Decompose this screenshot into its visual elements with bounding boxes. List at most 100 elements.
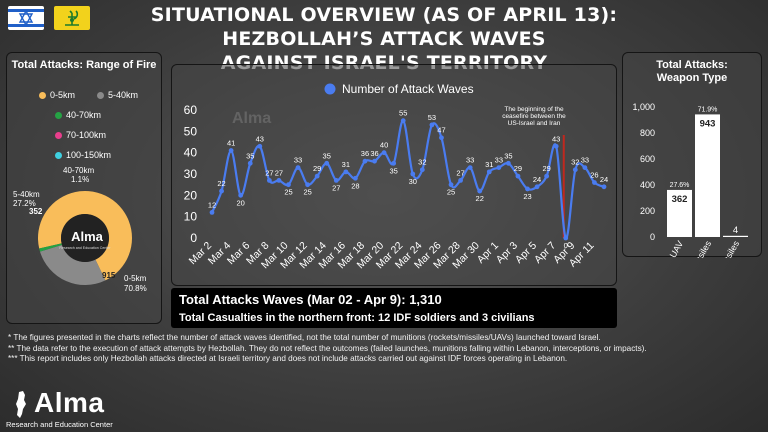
range-of-fire-panel: Total Attacks: Range of Fire 0-5km 5-40k… (6, 52, 162, 324)
y-tick-label: 60 (184, 103, 198, 117)
data-point (266, 178, 272, 183)
y-tick-label: 20 (184, 188, 198, 202)
data-point (534, 184, 540, 190)
legend-label: 40-70km (66, 110, 102, 120)
bar-category-label: UAV (668, 239, 686, 258)
data-point (601, 184, 607, 190)
data-point (563, 235, 569, 241)
data-point (448, 182, 454, 188)
bar-y-tick-label: 600 (640, 154, 655, 164)
data-label: 0 (564, 241, 568, 250)
data-label: 28 (351, 181, 359, 190)
data-label: 22 (217, 179, 225, 188)
slice-label-40-70km: 40-70km (63, 166, 94, 175)
data-point (458, 178, 463, 183)
chart-watermark: Alma (232, 110, 271, 127)
data-point (314, 173, 320, 179)
range-panel-title: Total Attacks: Range of Fire (11, 59, 157, 71)
data-label: 23 (523, 192, 531, 201)
data-point (544, 173, 550, 179)
y-tick-label: 50 (184, 124, 198, 138)
donut-center-sub: Research and Education Center (59, 246, 111, 250)
footnote-2: ** The data refer to the execution of at… (8, 343, 647, 353)
bar-y-tick-label: 800 (640, 128, 655, 138)
bar-percent-label: 27.6% (670, 182, 690, 189)
data-label: 25 (303, 188, 311, 197)
data-label: 35 (389, 166, 397, 175)
donut-center-logo: Alma (71, 229, 104, 244)
weapon-title-line-1: Total Attacks: (656, 59, 728, 71)
data-point (353, 175, 358, 181)
data-point (391, 160, 397, 166)
attack-waves-line-chart: Number of Attack Waves Alma 0 10 20 30 40 50 6… (184, 82, 609, 271)
legend-item-0-5km: 0-5km (39, 90, 75, 100)
data-label: 31 (342, 160, 350, 169)
data-label: 43 (256, 134, 264, 143)
data-point (486, 169, 492, 175)
data-label: 43 (552, 134, 560, 143)
data-point (247, 160, 253, 166)
donut-slice-40-70km (39, 243, 63, 252)
data-point (496, 165, 502, 170)
alma-logo-sub: Research and Education Center (6, 420, 113, 429)
legend-label: 0-5km (50, 90, 76, 100)
data-label: 36 (361, 149, 369, 158)
hezbollah-emblem-icon (65, 10, 79, 26)
data-label: 30 (409, 177, 417, 186)
data-label: 32 (418, 158, 426, 167)
legend-dot-icon (55, 151, 62, 159)
data-label: 26 (590, 171, 598, 180)
data-label: 33 (294, 156, 302, 165)
data-point (209, 210, 215, 215)
legend-label: 70-100km (66, 130, 107, 140)
data-point (228, 148, 234, 153)
weapon-type-bar-chart: 0 200 400 600 800 1,000 27.6% 362 71.9% 943 4 UAV… (632, 102, 748, 258)
data-label: 22 (476, 194, 484, 203)
data-point (592, 180, 597, 185)
data-label: 25 (284, 188, 292, 197)
data-point (362, 158, 368, 164)
legend-item-40-70km: 40-70km (55, 110, 101, 120)
data-point (343, 169, 349, 175)
legend-item-70-100km: 70-100km (55, 130, 106, 140)
slice-percent-5-40km: 27.2% (13, 199, 36, 208)
data-label: 41 (227, 139, 235, 148)
data-label: 12 (208, 200, 216, 209)
y-tick-label: 30 (184, 167, 198, 181)
data-point (295, 165, 301, 170)
weapon-panel-title: Total Attacks: Weapon Type (637, 59, 747, 85)
data-point (515, 173, 521, 179)
legend-item-5-40km: 5-40km (97, 90, 138, 100)
y-tick-label: 40 (184, 146, 198, 160)
data-label: 20 (237, 198, 245, 207)
data-point (525, 186, 530, 192)
weapon-title-line-2: Weapon Type (656, 72, 728, 84)
summary-total-waves: Total Attacks Waves (Mar 02 - Apr 9): 1,… (179, 292, 442, 307)
data-point (572, 167, 578, 173)
title-line-1: Situational Overview (as of April 13): H… (150, 4, 618, 50)
summary-casualties: Total Casualties in the northern front: … (179, 312, 535, 324)
data-label: 27 (265, 168, 273, 177)
bar-value-label: 362 (672, 194, 688, 205)
bar-y-tick-label: 1,000 (632, 102, 655, 112)
data-label: 24 (600, 175, 608, 184)
data-label: 24 (533, 175, 541, 184)
data-label: 25 (447, 188, 455, 197)
legend-label: 5-40km (108, 90, 139, 100)
slice-percent-40-70km: 1.1% (71, 175, 89, 184)
data-label: 53 (428, 113, 436, 122)
bar-value-label: 4 (733, 225, 738, 236)
data-label: 27 (332, 183, 340, 192)
data-point (305, 182, 311, 188)
data-label: 35 (323, 151, 331, 160)
bar-y-tick-label: 0 (650, 232, 655, 242)
footnote-3: *** This report includes only Hezbollah … (8, 354, 568, 363)
israel-flag (8, 6, 44, 30)
data-label: 31 (485, 160, 493, 169)
legend-dot-icon (55, 131, 62, 139)
data-point (553, 143, 559, 149)
data-point (477, 188, 483, 194)
data-label: 36 (370, 149, 378, 158)
data-point (276, 178, 282, 183)
